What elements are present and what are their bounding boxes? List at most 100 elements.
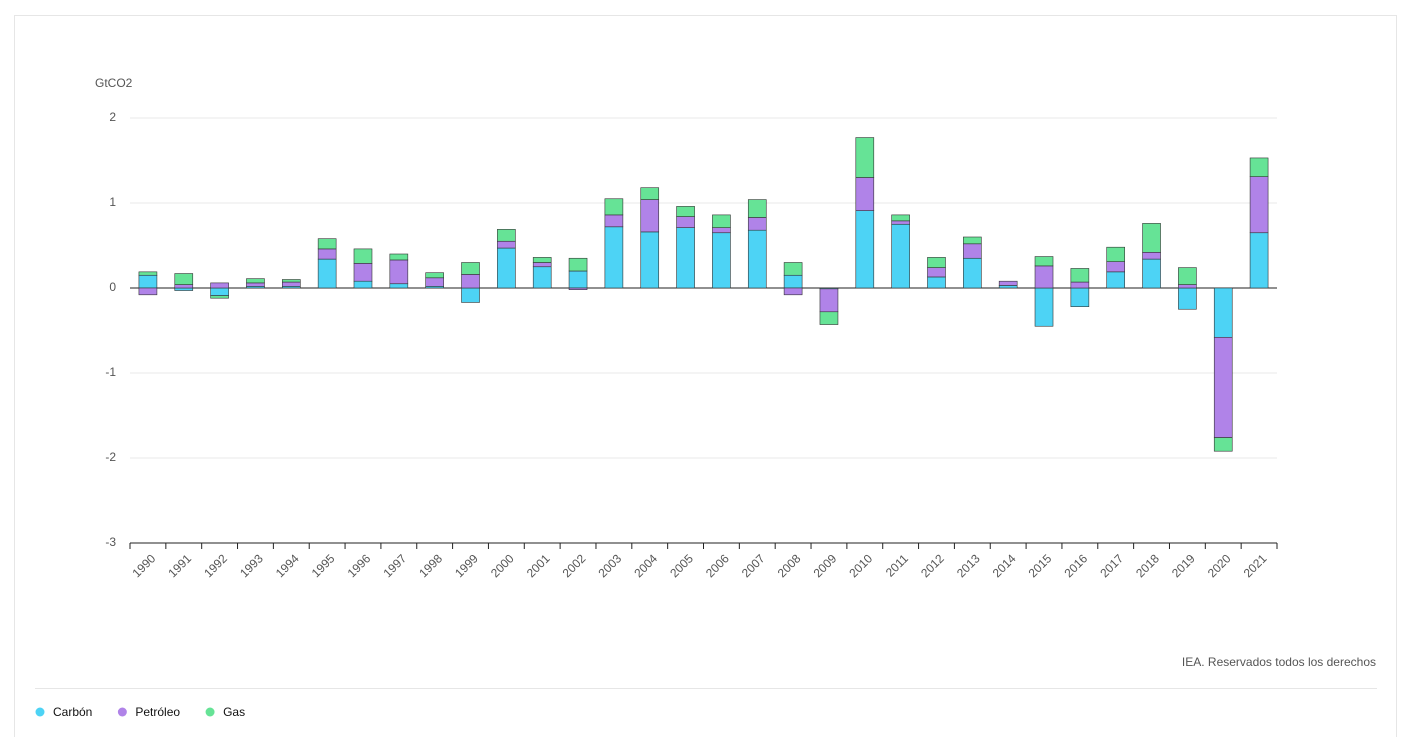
x-tick-label: 2021	[1241, 551, 1270, 580]
x-tick-label: 2007	[739, 551, 768, 580]
bar-segment	[1213, 437, 1233, 452]
bar-segment	[174, 284, 194, 289]
bar-segment	[640, 187, 660, 200]
bar-segment	[927, 257, 946, 268]
bar-segment	[1249, 232, 1269, 289]
x-tick-label: 1997	[380, 551, 409, 580]
bar-segment	[712, 227, 731, 234]
bar-segment	[676, 206, 695, 217]
bar-segment	[998, 280, 1018, 286]
bar-segment	[389, 253, 409, 261]
x-tick-label: 2014	[990, 551, 1019, 580]
x-tick-label: 1994	[273, 551, 302, 580]
y-tick-label: -3	[105, 535, 116, 549]
bar-segment	[281, 281, 301, 287]
bar-segment	[747, 229, 767, 289]
bar-segment	[1070, 281, 1090, 289]
legend-swatch[interactable]	[205, 707, 215, 717]
bar-segment	[1249, 176, 1269, 234]
bar-segment	[1178, 267, 1197, 285]
bar-segment	[532, 257, 552, 263]
y-tick-label: 0	[109, 280, 116, 294]
bar-segment	[497, 247, 516, 289]
bar-segment	[1213, 287, 1233, 338]
x-tick-label: 1996	[345, 551, 374, 580]
bar-segment	[174, 287, 194, 291]
y-tick-label: 1	[109, 195, 116, 209]
bar-segment	[640, 199, 660, 233]
x-tick-label: 1991	[165, 551, 194, 580]
bar-segment	[747, 199, 767, 218]
x-tick-label: 2002	[560, 551, 589, 580]
source: IEA. Reservados todos los derechos	[1182, 655, 1376, 669]
x-tick-label: 2005	[667, 551, 696, 580]
x-tick-label: 2013	[954, 551, 983, 580]
x-tick-label: 1993	[237, 551, 266, 580]
x-tick-label: 2008	[775, 551, 804, 580]
bar-segment	[604, 226, 624, 289]
bar-segment	[138, 271, 158, 276]
x-tick-label: 2004	[631, 551, 660, 580]
x-tick-label: 2003	[595, 551, 624, 580]
bar-segment	[1142, 252, 1161, 260]
bar-segment	[138, 287, 158, 296]
card	[14, 15, 1397, 737]
x-tick-label: 2001	[524, 551, 553, 580]
bar-segment	[532, 262, 552, 268]
bar-segment	[963, 257, 982, 289]
bar-segment	[927, 267, 946, 278]
bar-segment	[1070, 287, 1090, 308]
bar-segment	[281, 279, 301, 283]
legend-label[interactable]: Carbón	[53, 705, 92, 719]
bar-segment	[389, 259, 409, 285]
bar-segment	[1034, 256, 1054, 267]
x-tick-label: 2010	[846, 551, 875, 580]
bar-segment	[246, 282, 265, 287]
legend-label[interactable]: Petróleo	[135, 705, 180, 719]
bar-segment	[210, 287, 229, 296]
bar-segment	[210, 295, 229, 299]
bar-segment	[210, 282, 229, 289]
bar-segment	[568, 257, 588, 272]
bar-segment	[1142, 258, 1161, 289]
bar-segment	[353, 280, 373, 289]
x-tick-label: 2019	[1169, 551, 1198, 580]
bar-segment	[353, 263, 373, 282]
x-tick-label: 2016	[1061, 551, 1090, 580]
bar-segment	[1034, 265, 1054, 289]
bar-segment	[1178, 287, 1197, 310]
bar-segment	[532, 266, 552, 289]
bar-segment	[461, 274, 480, 289]
bar-segment	[353, 248, 373, 264]
bar-segment	[425, 272, 444, 279]
bar-segment	[963, 243, 982, 259]
bar-segment	[927, 276, 946, 289]
x-tick-label: 1999	[452, 551, 481, 580]
bar-segment	[998, 285, 1018, 289]
bar-segment	[389, 283, 409, 289]
bar-segment	[1106, 261, 1126, 273]
bar-segment	[568, 270, 588, 289]
x-tick-label: 1992	[201, 551, 230, 580]
bar-segment	[497, 240, 516, 249]
legend-swatch[interactable]	[35, 707, 45, 717]
legend-swatch[interactable]	[117, 707, 127, 717]
legend-label[interactable]: Gas	[223, 705, 245, 719]
bar-segment	[1213, 336, 1233, 438]
bar-segment	[317, 258, 337, 289]
bar-segment	[1106, 271, 1126, 289]
bar-segment	[461, 287, 480, 303]
bar-segment	[138, 274, 158, 289]
bar-segment	[461, 262, 480, 275]
bar-segment	[1249, 157, 1269, 177]
bar-segment	[640, 231, 660, 289]
bar-segment	[604, 198, 624, 216]
bar-segment	[783, 274, 803, 289]
bar-segment	[855, 137, 875, 178]
bar-segment	[676, 227, 695, 289]
y-tick-label: -1	[105, 365, 116, 379]
bar-segment	[568, 287, 588, 291]
bar-segment	[855, 177, 875, 211]
bar-segment	[891, 214, 910, 222]
